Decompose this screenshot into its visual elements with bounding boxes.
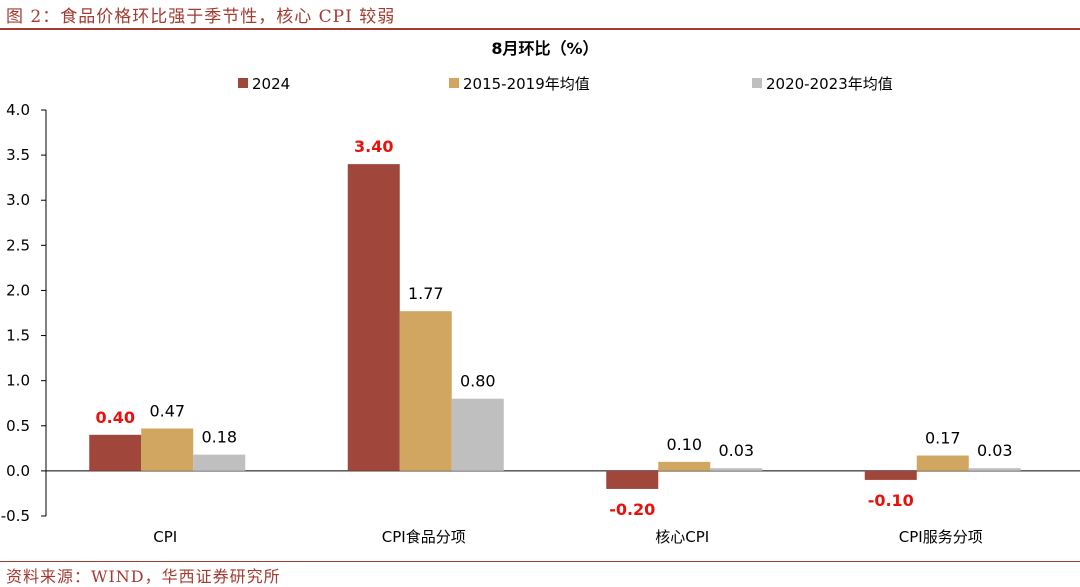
y-tick-label: 3.5 [6,146,30,164]
bar-2024 [606,470,659,489]
y-tick-label: 1.0 [6,372,30,390]
y-tick-label: 0.0 [6,462,30,480]
bar-chart: 8月环比（%） 2024 2015-2019年均值 2020-2023年均值 4… [1,39,1080,546]
chart-title: 8月环比（%） [491,39,598,58]
source-note: 资料来源：WIND，华西证券研究所 [6,567,281,586]
bar-2020-2023-avg [193,454,246,471]
figure-caption: 图 2：食品价格环比强于季节性，核心 CPI 较弱 [6,7,396,27]
y-tick-label: 3.0 [6,191,30,209]
data-label: 0.40 [96,408,135,427]
category-label: CPI食品分项 [382,528,466,546]
top-divider [0,28,1080,30]
y-tick-label: -0.5 [1,507,30,525]
y-tick-label: 4.0 [6,101,30,119]
data-label: 0.80 [460,372,496,391]
bar-2015-2019-avg [141,428,194,471]
data-label: 0.03 [718,441,754,460]
legend: 2024 2015-2019年均值 2020-2023年均值 [238,75,893,93]
bar-2020-2023-avg [451,398,504,471]
y-tick-label: 2.5 [6,236,30,254]
category-label: CPI服务分项 [899,528,983,546]
y-tick-label: 2.0 [6,281,30,299]
data-label-group: 0.40 0.47 0.18 3.40 1.77 0.80 -0.20 0.10 0.03 -0.… [96,137,1013,519]
legend-label-2020-2023: 2020-2023年均值 [766,75,893,93]
bar-2024 [89,434,142,471]
bar-2020-2023-avg [710,468,763,471]
legend-swatch-2015-2019 [449,78,459,88]
y-axis-ticks: 4.0 3.5 3.0 2.5 2.0 1.5 1.0 0.5 0.0 -0.5 [1,101,46,525]
data-label: 3.40 [354,137,393,156]
y-tick-label: 0.5 [6,417,30,435]
bottom-divider [0,561,1080,562]
data-label: 0.18 [201,428,237,447]
legend-swatch-2020-2023 [752,78,762,88]
legend-swatch-2024 [238,78,248,88]
data-label: 1.77 [408,284,444,303]
bar-2024 [864,470,917,480]
bar-2020-2023-avg [968,468,1021,471]
bar-2015-2019-avg [916,455,969,471]
category-label: CPI [153,528,177,546]
data-label: -0.10 [868,491,914,510]
data-label: -0.20 [609,500,655,519]
legend-label-2015-2019: 2015-2019年均值 [463,75,590,93]
data-label: 0.10 [666,435,702,454]
bar-2015-2019-avg [399,311,452,471]
bar-2015-2019-avg [658,461,711,471]
data-label: 0.47 [149,401,185,420]
data-label: 0.17 [925,429,961,448]
bar-group [89,164,1021,489]
data-label: 0.03 [977,441,1013,460]
category-label-group: CPI CPI食品分项 核心CPI CPI服务分项 [153,528,982,546]
category-label: 核心CPI [655,528,709,546]
legend-label-2024: 2024 [252,75,290,93]
bar-2024 [347,164,400,471]
y-tick-label: 1.5 [6,327,30,345]
